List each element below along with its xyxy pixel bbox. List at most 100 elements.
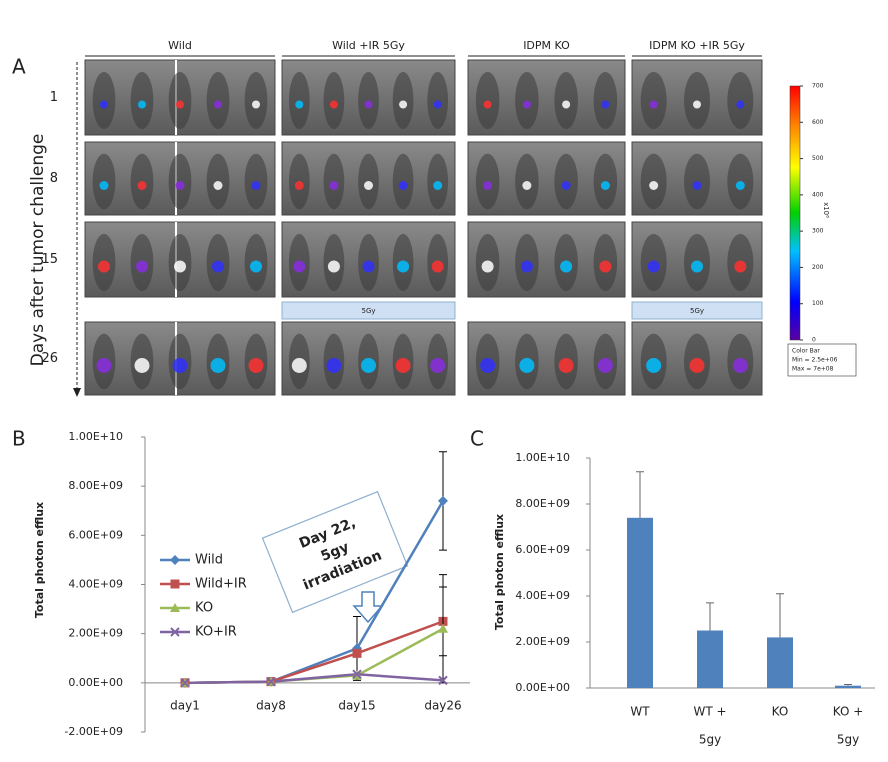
y-tick-label: 2.00E+09 xyxy=(515,635,570,648)
y-axis-title: Total photon efflux xyxy=(33,502,46,618)
signal xyxy=(431,260,444,273)
panel-letter: B xyxy=(12,427,26,451)
signal xyxy=(136,260,148,273)
y-tick-label: 0.00E+00 xyxy=(68,676,123,689)
signal xyxy=(251,181,261,190)
row-label: 26 xyxy=(41,351,58,366)
signal xyxy=(689,358,705,373)
signal xyxy=(562,100,571,109)
y-tick-label: 6.00E+09 xyxy=(515,543,570,556)
legend-text: Max = 7e+08 xyxy=(792,366,834,373)
color-bar-label: 500 xyxy=(812,155,824,162)
y-tick-label: 8.00E+09 xyxy=(68,479,123,492)
panel-c: C Total photon efflux xyxy=(470,427,506,631)
signal xyxy=(561,181,571,190)
error-bar xyxy=(776,593,784,638)
signal xyxy=(96,358,112,373)
y-axis-title: Total photon efflux xyxy=(493,514,506,630)
color-bar xyxy=(789,85,801,341)
signal xyxy=(329,181,339,190)
signal xyxy=(433,181,443,190)
y-tick-label: 1.00E+10 xyxy=(515,451,570,464)
legend-label: Wild+IR xyxy=(195,577,247,592)
row-label: 1 xyxy=(50,90,58,105)
signal xyxy=(395,358,411,373)
legend-text: Color Bar xyxy=(792,348,820,355)
legend-marker xyxy=(170,627,180,637)
row-label: 8 xyxy=(50,171,58,186)
signal xyxy=(364,100,373,109)
group-header: Wild +IR 5Gy xyxy=(332,39,405,52)
color-bar-label: 0 xyxy=(812,337,816,344)
marker xyxy=(352,648,362,658)
signal xyxy=(138,100,146,109)
signal xyxy=(558,358,574,373)
row-label: 15 xyxy=(41,252,58,267)
y-tick-label: 1.00E+10 xyxy=(68,430,123,443)
legend-marker xyxy=(170,555,180,565)
color-bar-label: 100 xyxy=(812,300,824,307)
annotation-arrow xyxy=(352,591,384,624)
panel-a: A Days after tumor challenge x10⁶ Color … xyxy=(12,39,857,397)
signal xyxy=(212,260,224,273)
marker xyxy=(438,675,448,686)
y-tick-label: 6.00E+09 xyxy=(68,528,123,541)
signal xyxy=(519,358,535,373)
signal xyxy=(327,260,340,273)
signal xyxy=(361,358,376,373)
signal xyxy=(213,181,223,190)
x-tick-label: WT xyxy=(630,705,650,719)
color-bar-label: 400 xyxy=(812,191,824,198)
bar xyxy=(767,637,793,688)
error-bar xyxy=(844,684,852,686)
signal xyxy=(599,260,612,273)
signal xyxy=(649,100,658,109)
marker xyxy=(438,495,448,506)
y-tick-label: 0.00E+00 xyxy=(515,681,570,694)
signal xyxy=(481,260,494,273)
signal xyxy=(692,181,702,190)
group-header: IDPM KO +IR 5Gy xyxy=(649,39,745,52)
series-line xyxy=(184,672,444,685)
signal xyxy=(397,260,410,273)
color-bar-label: 600 xyxy=(812,119,824,126)
signal xyxy=(646,358,662,373)
legend-label: KO xyxy=(195,601,213,616)
y-tick-label: 4.00E+09 xyxy=(68,578,123,591)
y-tick-label: 4.00E+09 xyxy=(515,589,570,602)
error-bar xyxy=(636,471,644,518)
dose-label: 5Gy xyxy=(690,307,704,315)
bar xyxy=(627,517,653,688)
signal xyxy=(98,260,110,273)
signal xyxy=(600,181,610,190)
signal xyxy=(597,358,613,373)
x-tick-label: 5gy xyxy=(699,733,721,747)
signal xyxy=(172,358,188,373)
signal xyxy=(430,358,446,373)
color-bar-label: 200 xyxy=(812,264,824,271)
signal xyxy=(693,100,701,109)
color-bar-label: 700 xyxy=(812,83,824,90)
signal xyxy=(736,100,745,109)
x-tick-label: day15 xyxy=(338,699,375,713)
marker xyxy=(438,623,448,633)
signal xyxy=(175,181,185,190)
legend-marker xyxy=(170,579,180,589)
signal xyxy=(295,100,304,109)
signal xyxy=(99,181,109,190)
signal xyxy=(248,358,264,373)
signal xyxy=(398,181,408,190)
arrow-head xyxy=(73,388,81,397)
signal xyxy=(483,181,493,190)
signal xyxy=(294,181,304,190)
signal xyxy=(735,181,745,190)
y-tick-label: -2.00E+09 xyxy=(64,725,123,738)
color-bar-unit: x10⁶ xyxy=(822,202,830,218)
x-tick-label: 5gy xyxy=(837,733,859,747)
dose-box xyxy=(281,301,456,320)
signal xyxy=(362,260,375,273)
marker xyxy=(180,678,190,688)
signal xyxy=(520,260,533,273)
signal xyxy=(214,100,222,109)
signal xyxy=(326,358,342,373)
